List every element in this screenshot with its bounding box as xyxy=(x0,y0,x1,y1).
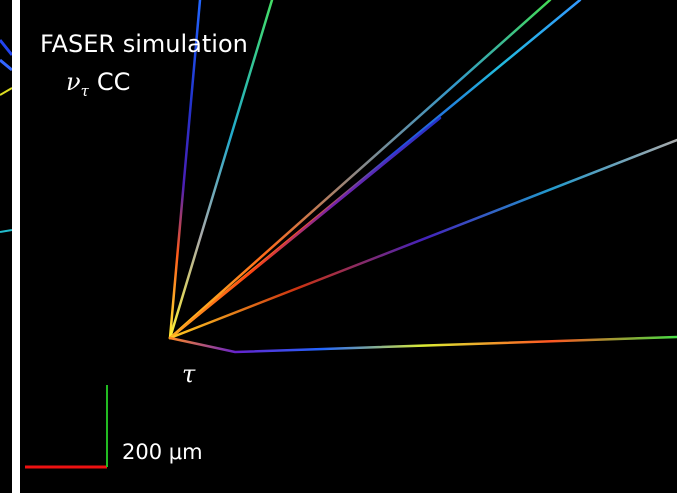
panel-separator xyxy=(12,0,20,493)
event-display: FASER simulation ντCC τ 200 μm xyxy=(0,0,677,493)
subscript: τ xyxy=(81,82,90,100)
process-label: ντ CC xyxy=(66,68,130,100)
particle: ν xyxy=(66,68,81,96)
scale-label: 200 μm xyxy=(122,440,203,464)
vertex-label: τ xyxy=(182,360,196,388)
process: CC xyxy=(97,68,131,96)
title: FASER simulation xyxy=(40,30,248,58)
page: FASER simulation ντCC τ 200 μm (() => { … xyxy=(0,0,677,493)
